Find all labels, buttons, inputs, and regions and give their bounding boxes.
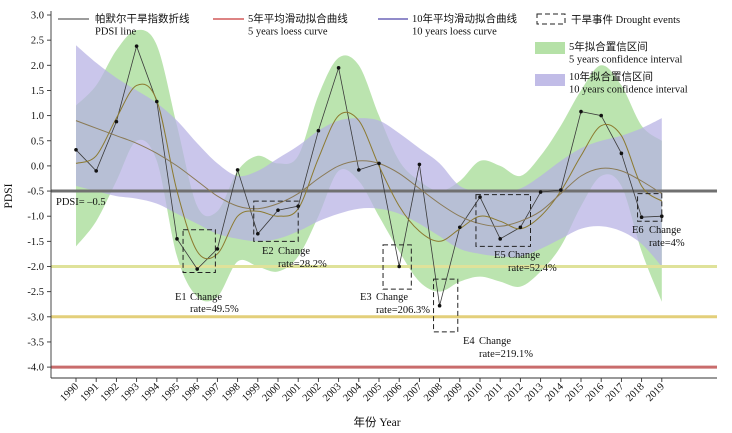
pdsi-point [498, 237, 503, 241]
legend-label-pdsi-line: 帕默尔干旱指数折线 [95, 12, 190, 25]
loess-10yr-line [75, 120, 663, 227]
drought-event-rate-label: rate=52.4% [508, 263, 557, 274]
y-tick-label: -3.5 [27, 337, 44, 348]
y-tick-label: 0.5 [31, 136, 44, 147]
y-tick-label: 2.0 [31, 61, 44, 72]
drought-event-change-label: Change [649, 225, 681, 236]
y-tick-label: 1.5 [31, 86, 44, 97]
y-tick-label: -4.0 [27, 363, 44, 374]
y-tick-label: 1.0 [31, 111, 44, 122]
y-tick-label: -0.5 [27, 187, 44, 198]
pdsi-point [316, 128, 321, 133]
pdsi-point [215, 247, 220, 251]
y-tick-label: 0.0 [31, 161, 44, 172]
drought-event-box-4 [433, 278, 459, 333]
drought-event-box-6 [637, 193, 663, 222]
pdsi-point [458, 225, 462, 230]
pdsi-point [619, 151, 624, 156]
y-tick-label: 2.5 [31, 36, 44, 47]
pdsi-point [579, 109, 583, 114]
y-tick-label: -1.5 [27, 237, 44, 248]
drought-event-rate-label: rate=219.1% [479, 349, 533, 360]
y-tick-label: -2.5 [27, 287, 44, 298]
pdsi-point [74, 148, 78, 152]
y-tick-label: -2.0 [27, 262, 44, 273]
pdsi-point [559, 188, 563, 192]
pdsi-point [377, 161, 381, 166]
drought-event-rate-label: rate=206.3% [376, 305, 430, 316]
pdsi-point [357, 168, 361, 172]
y-tick-label: 3.0 [31, 11, 44, 22]
pdsi-point [660, 214, 664, 218]
pdsi-point [195, 267, 199, 271]
drought-event-rate-label: rate=28.2% [278, 259, 327, 270]
pdsi-points [74, 44, 664, 308]
legend-swatch-5yr-ci [535, 42, 565, 54]
drought-event-id: E3 [360, 292, 372, 303]
pdsi-point [397, 264, 402, 269]
x-axis-label: 年份 Year [353, 415, 400, 429]
pdsi-line [75, 44, 662, 306]
drought-event-box-2 [253, 200, 299, 242]
y-tick-label: -3.0 [27, 312, 44, 323]
pdsi-point [518, 225, 523, 230]
drought-event-id: E1 [175, 292, 187, 303]
legend-swatch-drought [536, 13, 566, 25]
legend-label-5yr-loess: 5 years loess curve [248, 27, 328, 38]
pdsi-point [155, 99, 159, 104]
pdsi-point [336, 66, 341, 70]
pdsi-point [134, 44, 139, 48]
drought-event-id: E6 [632, 225, 644, 236]
pdsi-point [538, 190, 543, 194]
legend: 帕默尔干旱指数折线 PDSI line 5年平均滑动拟合曲线 5 years loes… [58, 12, 688, 96]
drought-event-rate-label: rate=49.5% [190, 304, 239, 315]
threshold-label: PDSI= –0.5 [56, 197, 106, 208]
legend-label-10yr-ci: 10年拟合置信区间 [569, 70, 653, 83]
threshold-lines: PDSI= –0.5 [51, 189, 717, 369]
legend-label-5yr-loess: 5年平均滑动拟合曲线 [248, 12, 348, 25]
drought-event-box-3 [382, 244, 412, 290]
drought-event-change-label: Change [278, 246, 310, 257]
pdsi-point [276, 208, 280, 212]
legend-label-10yr-loess: 10 years loess curve [412, 27, 497, 38]
drought-event-box-5 [475, 194, 531, 247]
confidence-band-10yr [76, 45, 662, 267]
pdsi-point [255, 232, 260, 236]
legend-label-5yr-ci: 5年拟合置信区间 [569, 40, 648, 53]
legend-label-5yr-ci: 5 years confidence interval [569, 55, 682, 66]
pdsi-point [639, 215, 644, 220]
drought-event-id: E5 [494, 250, 506, 261]
pdsi-point [437, 303, 442, 308]
drought-event-change-label: Change [376, 292, 408, 303]
y-tick-label: -1.0 [27, 212, 44, 223]
legend-label-pdsi-line: PDSI line [95, 27, 136, 38]
legend-label-10yr-ci: 10 years confidence interval [569, 85, 688, 96]
y-axis-label: PDSI [3, 183, 15, 208]
pdsi-point [94, 169, 98, 173]
pdsi-point [599, 113, 603, 118]
drought-event-id: E4 [463, 336, 475, 347]
pdsi-point [417, 162, 422, 167]
pdsi-point [235, 168, 240, 172]
drought-event-change-label: Change [479, 336, 511, 347]
drought-event-change-label: Change [508, 250, 540, 261]
pdsi-point [478, 195, 482, 199]
drought-event-box-1 [182, 229, 216, 274]
drought-event-id: E2 [262, 246, 274, 257]
pdsi-point [175, 237, 179, 241]
confidence-bands [76, 29, 662, 302]
legend-swatch-10yr-ci [535, 74, 565, 86]
legend-label-10yr-loess: 10年平均滑动拟合曲线 [412, 12, 517, 25]
drought-event-rate-label: rate=4% [649, 238, 685, 249]
legend-label-drought: 干旱事件 Drought events [571, 13, 680, 26]
pdsi-point [114, 119, 119, 124]
drought-event-change-label: Change [190, 292, 222, 303]
